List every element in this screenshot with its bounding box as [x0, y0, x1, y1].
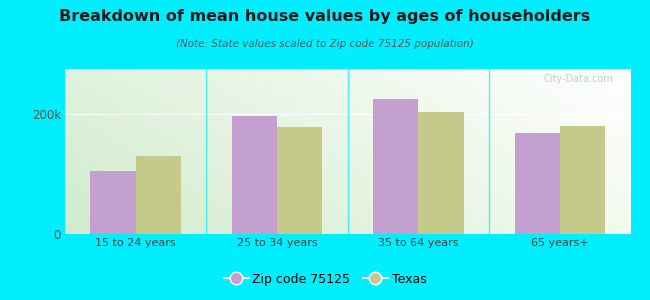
Legend: Zip code 75125, Texas: Zip code 75125, Texas: [218, 268, 432, 291]
Bar: [232, 116, 277, 234]
Bar: [560, 126, 605, 234]
Bar: [90, 171, 136, 234]
Bar: [277, 127, 322, 234]
Bar: [515, 133, 560, 234]
Text: Breakdown of mean house values by ages of householders: Breakdown of mean house values by ages o…: [59, 9, 591, 24]
Bar: [373, 99, 419, 234]
Text: City-Data.com: City-Data.com: [544, 74, 614, 84]
Bar: [419, 112, 463, 234]
Text: (Note: State values scaled to Zip code 75125 population): (Note: State values scaled to Zip code 7…: [176, 39, 474, 49]
Bar: [136, 156, 181, 234]
